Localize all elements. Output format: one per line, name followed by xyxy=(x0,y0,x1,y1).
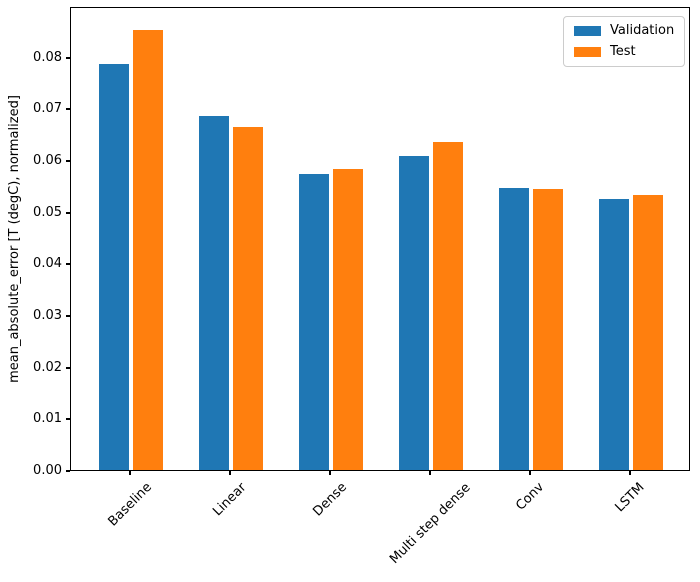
legend-swatch-validation xyxy=(574,26,601,36)
y-tick-label: 0.08 xyxy=(33,49,62,65)
legend: Validation Test xyxy=(563,16,686,67)
y-tick-label: 0.06 xyxy=(33,153,62,168)
x-tick-mark xyxy=(129,471,131,475)
y-tick-label: 0.07 xyxy=(33,101,62,117)
x-tick-label-linear: Linear xyxy=(210,479,250,520)
bar-validation-baseline xyxy=(99,64,129,470)
x-tick-mark xyxy=(429,471,431,475)
y-tick-mark xyxy=(66,211,70,214)
x-tick-mark xyxy=(229,471,231,475)
legend-item-validation: Validation xyxy=(574,24,674,38)
bar-test-lstm xyxy=(633,195,663,470)
x-tick-label-multi-step-dense: Multi step dense xyxy=(386,479,474,567)
y-tick-mark xyxy=(66,315,70,317)
y-tick-mark xyxy=(66,108,70,111)
y-tick-mark xyxy=(66,160,70,162)
y-tick-label: 0.05 xyxy=(33,204,62,220)
bar-test-dense xyxy=(333,168,363,470)
bar-test-baseline xyxy=(133,29,163,470)
y-tick-mark xyxy=(66,366,70,369)
x-tick-mark xyxy=(629,471,631,475)
y-tick-label: 0.02 xyxy=(33,359,62,375)
legend-label-validation: Validation xyxy=(610,23,675,38)
bar-validation-multi-step-dense xyxy=(399,156,429,470)
y-tick-mark xyxy=(66,418,70,421)
legend-swatch-test xyxy=(574,47,601,57)
y-tick-mark xyxy=(66,263,70,266)
bar-validation-lstm xyxy=(599,199,629,470)
bar-validation-conv xyxy=(499,188,529,470)
y-tick-mark xyxy=(66,56,70,59)
bar-validation-linear xyxy=(199,115,229,470)
legend-label-test: Test xyxy=(610,44,636,59)
y-tick-label: 0.04 xyxy=(33,256,62,272)
bar-test-conv xyxy=(533,189,563,470)
x-tick-label-dense: Dense xyxy=(309,480,350,520)
x-tick-mark xyxy=(329,471,331,475)
legend-item-test: Test xyxy=(574,45,674,59)
bar-test-linear xyxy=(233,127,263,470)
x-tick-label-lstm: LSTM xyxy=(611,480,648,516)
x-tick-label-conv: Conv xyxy=(512,479,547,514)
y-tick-label: 0.00 xyxy=(33,463,62,478)
x-tick-mark xyxy=(529,471,531,475)
x-tick-label-baseline: Baseline xyxy=(104,479,155,530)
y-tick-label: 0.03 xyxy=(33,308,62,323)
plot-area xyxy=(70,7,690,471)
y-axis-label: mean_absolute_error [T (degC), normalize… xyxy=(6,95,22,383)
y-tick-label: 0.01 xyxy=(33,411,62,427)
bar-validation-dense xyxy=(299,174,329,470)
bar-test-multi-step-dense xyxy=(433,142,463,470)
y-tick-mark xyxy=(66,470,70,472)
